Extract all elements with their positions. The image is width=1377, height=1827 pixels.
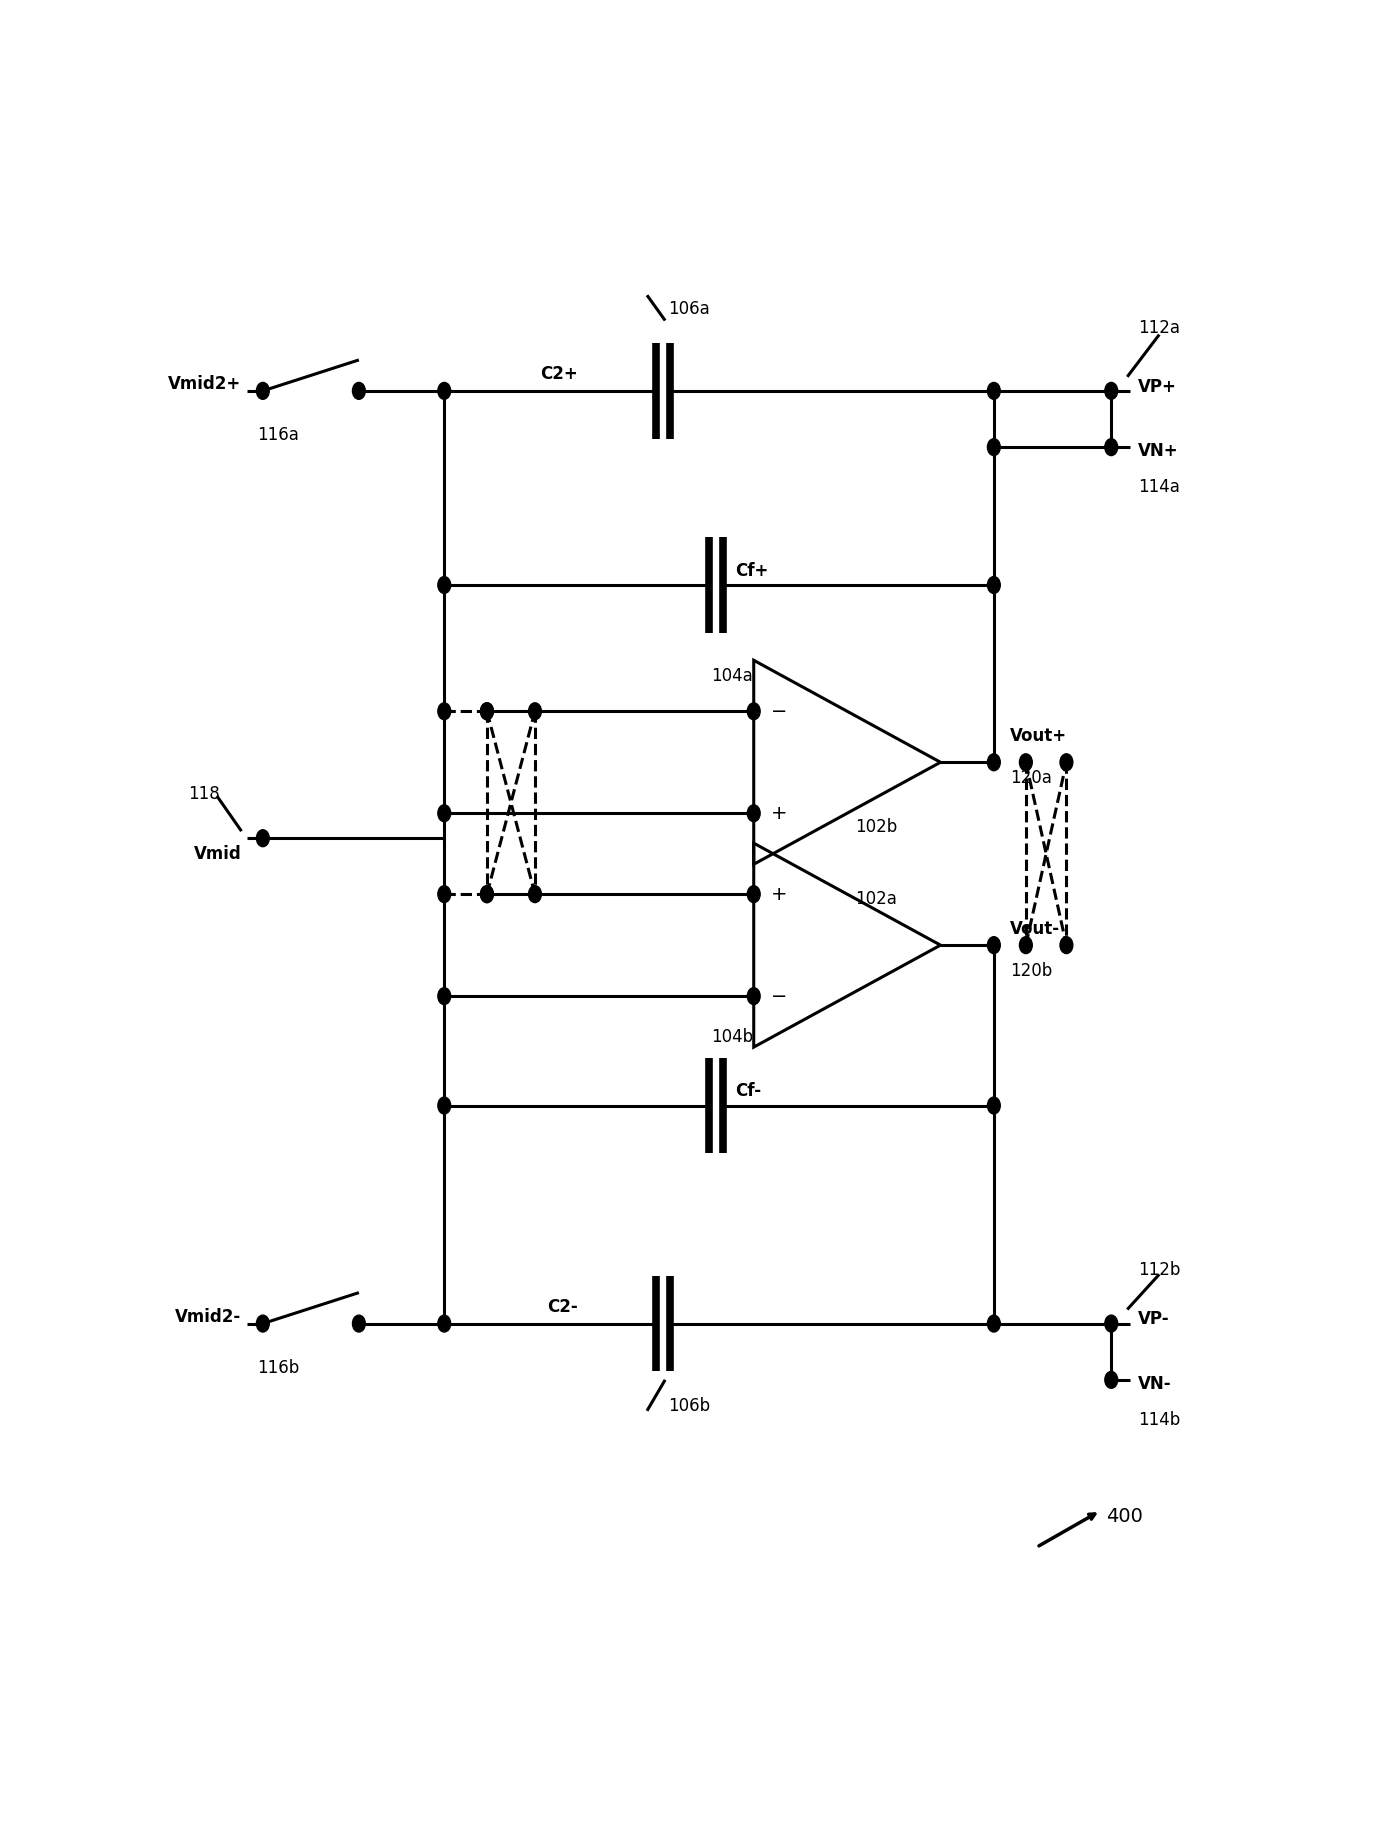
Circle shape [1104,438,1118,455]
Circle shape [1104,1372,1118,1389]
Circle shape [748,806,760,822]
Text: 102b: 102b [855,818,898,837]
Circle shape [748,988,760,1005]
Text: 106a: 106a [668,300,711,318]
Circle shape [1019,937,1033,954]
Circle shape [481,703,493,720]
Circle shape [987,382,1000,400]
Circle shape [438,382,450,400]
Circle shape [256,1315,270,1332]
Circle shape [1104,382,1118,400]
Text: 102a: 102a [855,890,896,908]
Circle shape [481,886,493,903]
Circle shape [529,703,541,720]
Circle shape [987,438,1000,455]
Circle shape [987,755,1000,771]
Text: 120b: 120b [1009,963,1052,979]
Circle shape [256,829,270,846]
Text: 114a: 114a [1137,479,1180,497]
Text: 400: 400 [1106,1507,1143,1526]
Circle shape [1019,755,1033,771]
Circle shape [987,577,1000,594]
Text: Vout-: Vout- [1009,921,1060,937]
Circle shape [438,1096,450,1114]
Circle shape [987,1096,1000,1114]
Text: VP+: VP+ [1137,378,1177,396]
Text: 114b: 114b [1137,1410,1180,1429]
Text: 112b: 112b [1137,1261,1180,1279]
Circle shape [1104,1315,1118,1332]
Circle shape [529,886,541,903]
Text: C2+: C2+ [540,365,578,384]
Circle shape [748,703,760,720]
Circle shape [438,806,450,822]
Text: Vmid2+: Vmid2+ [168,375,241,393]
Text: 104b: 104b [711,1029,753,1047]
Text: 116b: 116b [257,1359,300,1378]
Text: Cf-: Cf- [735,1082,761,1100]
Circle shape [987,937,1000,954]
Text: 106b: 106b [668,1396,711,1414]
Text: −: − [771,987,788,1005]
Text: VN+: VN+ [1137,442,1179,460]
Text: 116a: 116a [257,426,299,444]
Text: Vout+: Vout+ [1009,727,1067,745]
Circle shape [256,382,270,400]
Circle shape [481,703,493,720]
Text: 120a: 120a [1009,769,1052,787]
Circle shape [353,382,365,400]
Circle shape [1060,937,1073,954]
Text: C2-: C2- [547,1297,578,1315]
Circle shape [353,1315,365,1332]
Text: Vmid: Vmid [194,846,241,864]
Circle shape [987,1315,1000,1332]
Circle shape [481,886,493,903]
Circle shape [438,886,450,903]
Text: +: + [771,804,788,822]
Circle shape [438,703,450,720]
Text: 104a: 104a [711,667,753,685]
Text: −: − [771,702,788,722]
Text: Cf+: Cf+ [735,563,768,579]
Circle shape [438,1315,450,1332]
Text: Vmid2-: Vmid2- [175,1308,241,1326]
Circle shape [748,886,760,903]
Text: 118: 118 [189,786,220,804]
Text: 112a: 112a [1137,320,1180,338]
Text: +: + [771,884,788,904]
Circle shape [438,988,450,1005]
Circle shape [438,577,450,594]
Circle shape [1060,755,1073,771]
Text: VN-: VN- [1137,1376,1172,1392]
Text: VP-: VP- [1137,1310,1169,1328]
